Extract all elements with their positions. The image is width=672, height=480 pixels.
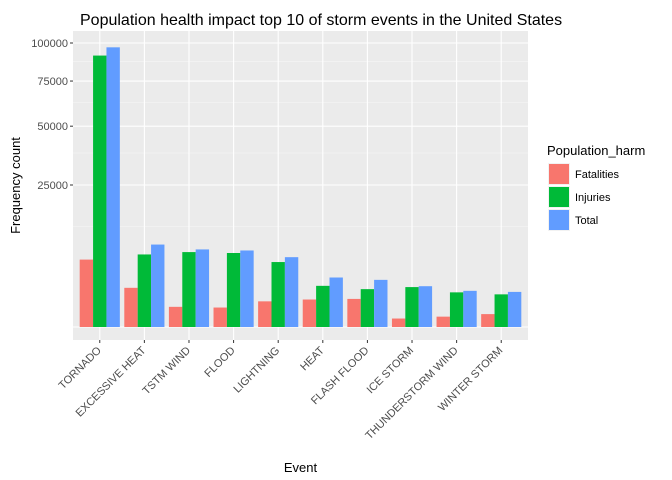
legend-swatch-total — [549, 210, 569, 230]
bar-fatalities-1 — [79, 259, 94, 327]
legend-label-injuries: Injuries — [575, 192, 611, 204]
x-axis-label: Event — [284, 460, 318, 475]
bar-injuries-9 — [449, 292, 464, 327]
grid-minor — [73, 61, 528, 227]
legend-swatch-fatalities — [549, 164, 569, 184]
bar-injuries-3 — [182, 252, 196, 327]
legend-swatch-injuries — [549, 187, 569, 207]
bar-fatalities-2 — [124, 287, 138, 327]
bar-fatalities-4 — [213, 307, 227, 327]
bar-total-7 — [374, 279, 388, 327]
bar-injuries-8 — [405, 287, 419, 327]
chart-title: Population health impact top 10 of storm… — [80, 12, 562, 29]
bar-injuries-7 — [360, 289, 375, 327]
y-tick-label: 50000 — [37, 121, 68, 133]
bar-fatalities-3 — [168, 306, 183, 327]
legend-label-total: Total — [575, 215, 598, 227]
bar-total-3 — [195, 249, 210, 327]
y-axis: 25000 50000 75000 100000 — [31, 38, 73, 192]
bar-total-2 — [151, 244, 165, 327]
bar-fatalities-9 — [436, 316, 450, 327]
y-tick-label: 75000 — [37, 76, 68, 88]
bar-total-5 — [284, 257, 299, 327]
bar-injuries-4 — [226, 253, 241, 327]
bar-total-6 — [329, 277, 343, 327]
legend-label-fatalities: Fatalities — [575, 169, 620, 181]
y-axis-label: Frequency count — [8, 137, 23, 234]
bar-injuries-6 — [316, 285, 330, 327]
bar-total-9 — [463, 290, 477, 327]
bar-fatalities-7 — [347, 298, 361, 327]
bar-injuries-5 — [271, 262, 285, 327]
y-tick-label: 25000 — [37, 180, 68, 192]
y-tick-label: 100000 — [31, 38, 68, 50]
bar-injuries-2 — [137, 254, 152, 327]
bar-fatalities-5 — [258, 301, 272, 327]
bar-injuries-10 — [494, 294, 508, 327]
legend-title: Population_harm — [547, 143, 645, 158]
bar-injuries-1 — [93, 55, 107, 327]
bar-fatalities-8 — [391, 318, 406, 327]
bar-total-8 — [418, 286, 433, 327]
bar-total-10 — [507, 291, 522, 327]
bar-total-4 — [240, 250, 254, 327]
bars — [79, 47, 522, 327]
bar-fatalities-6 — [302, 299, 317, 327]
legend: Population_harm Fatalities Injuries Total — [547, 143, 645, 231]
bar-fatalities-10 — [481, 314, 495, 327]
bar-total-1 — [106, 47, 120, 327]
